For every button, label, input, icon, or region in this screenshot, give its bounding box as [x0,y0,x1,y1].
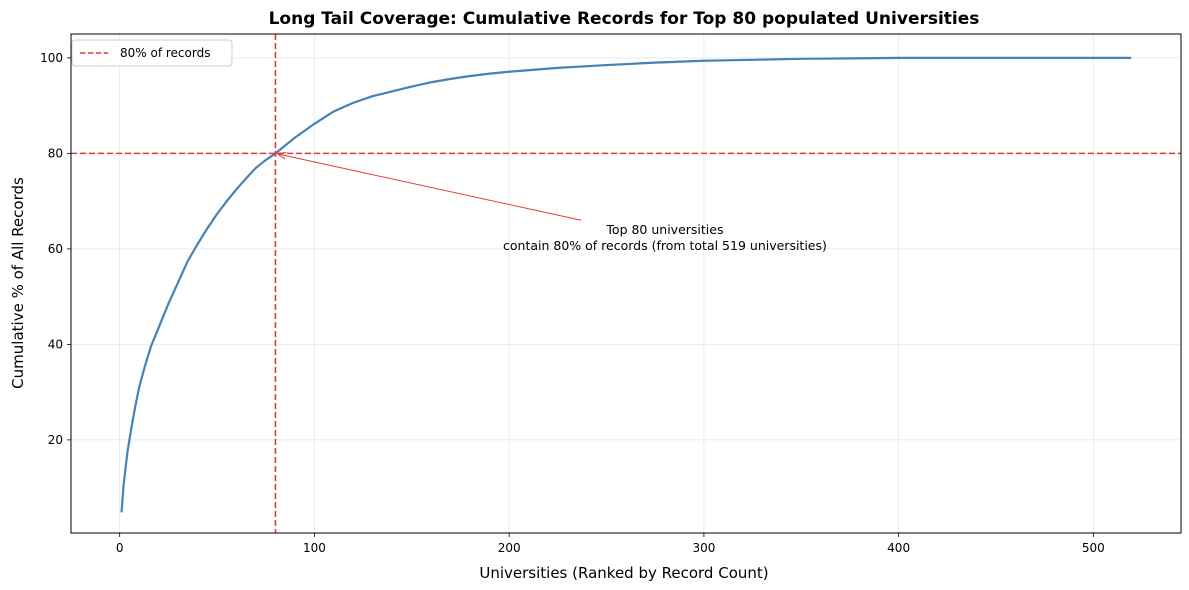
plot-frame [70,33,1182,534]
chart-title: Long Tail Coverage: Cumulative Records f… [269,9,980,29]
y-tick-label: 20 [48,433,63,447]
x-tick-label: 300 [692,541,715,555]
legend-label-threshold: 80% of records [120,46,210,60]
y-tick-label: 40 [48,337,63,351]
tick-layer: 0 100 200 300 400 500 20 40 60 80 100 [40,51,1105,555]
legend-box [71,39,233,67]
grid-layer [71,34,1181,533]
x-tick-label: 500 [1082,541,1105,555]
x-tick-label: 100 [303,541,326,555]
y-tick-label: 80 [48,146,63,160]
y-axis-label: Cumulative % of All Records [9,177,27,389]
legend: 80% of records [71,39,233,67]
y-tick-label: 100 [40,51,63,65]
annotation-arrow [277,153,582,221]
annotation-arrowhead [276,151,287,160]
annotation-text-line: Top 80 universities [605,222,723,237]
y-tick-label: 60 [48,242,63,256]
x-axis-label: Universities (Ranked by Record Count) [479,564,768,582]
x-tick-label: 200 [498,541,521,555]
x-tick-label: 400 [887,541,910,555]
x-tick-label: 0 [116,541,124,555]
cumulative-curve [120,56,1132,513]
annotation-text-line: contain 80% of records (from total 519 u… [503,238,827,253]
plot-layer [71,34,1181,533]
